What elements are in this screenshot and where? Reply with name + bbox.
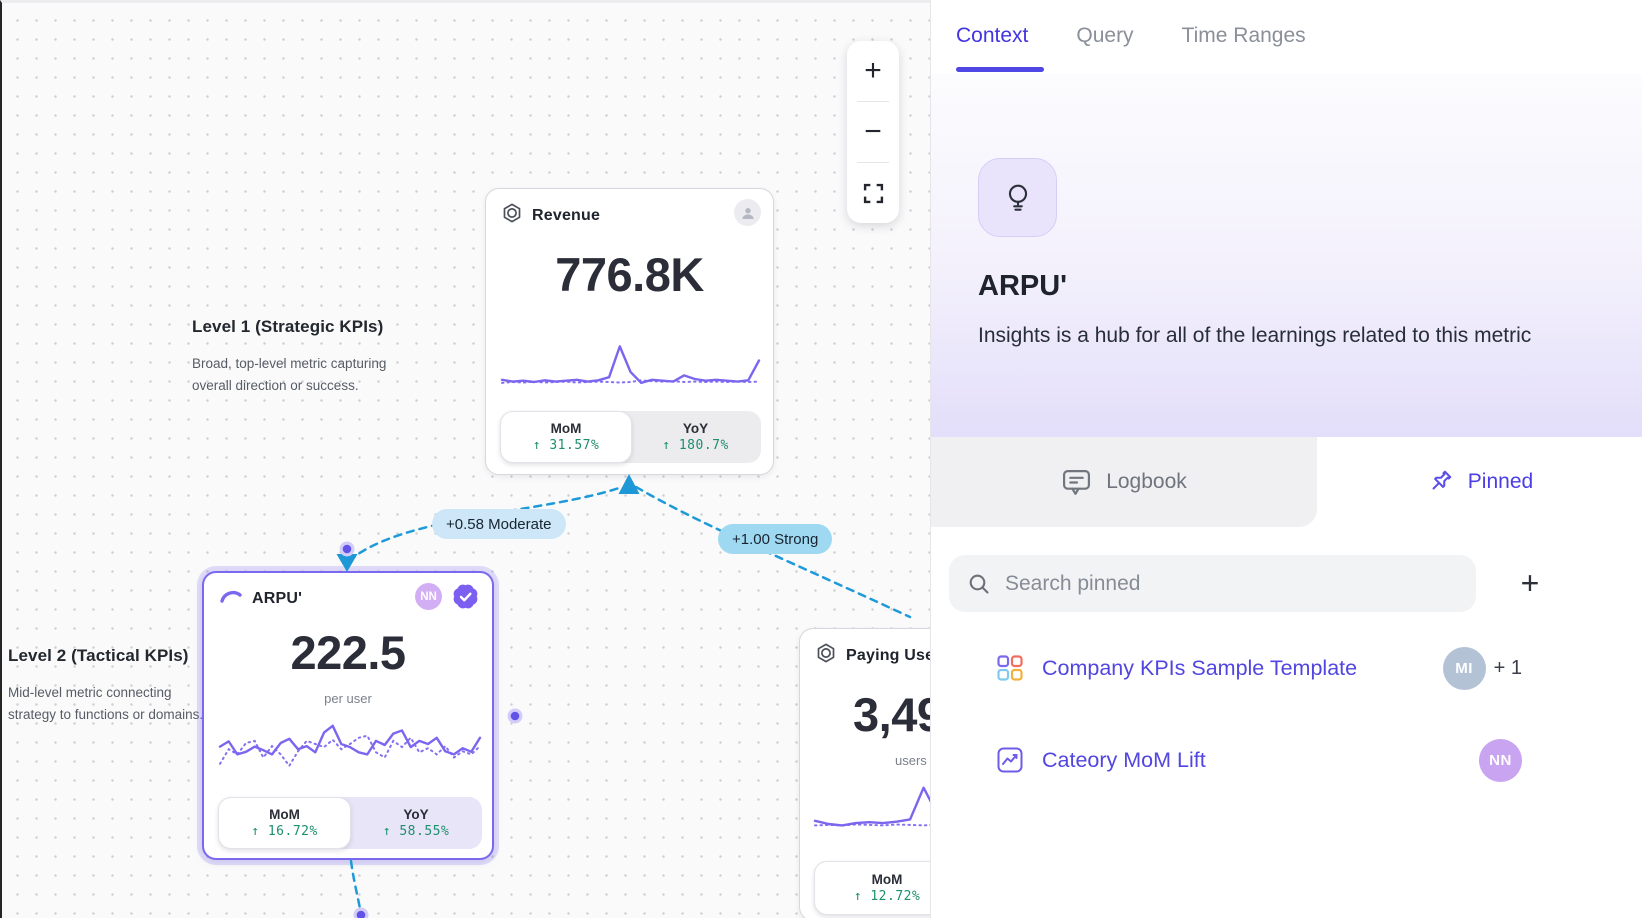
paying-users-sparkline: [813, 786, 930, 827]
paying-users-value: 3,49: [853, 688, 930, 741]
owner-avatar-icon[interactable]: [734, 199, 761, 226]
extra-collaborators-count: + 1: [1493, 656, 1522, 679]
tab-pinned[interactable]: Pinned: [1317, 437, 1642, 527]
divider: [857, 101, 889, 102]
zoom-in-button[interactable]: +: [864, 54, 882, 87]
revenue-yoy-pill[interactable]: YoY ↑ 180.7%: [630, 411, 761, 463]
paying-users-metric-toggle: MoM ↑ 12.72%: [814, 861, 930, 915]
tab-logbook[interactable]: Logbook: [931, 437, 1317, 527]
nn-avatar[interactable]: NN: [415, 583, 442, 610]
level2-description: Mid-level metric connecting strategy to …: [8, 685, 204, 722]
tab-context[interactable]: Context: [956, 24, 1045, 74]
logbook-comment-icon: [1063, 469, 1091, 495]
template-grid-icon: [996, 654, 1024, 682]
fit-view-button[interactable]: [847, 163, 899, 223]
mom-value: ↑ 31.57%: [532, 438, 600, 453]
level1-title: Level 1 (Strategic KPIs): [192, 317, 384, 336]
yoy-label: YoY: [682, 421, 709, 436]
search-pinned-input[interactable]: [1005, 571, 1458, 596]
arpu-yoy-pill[interactable]: YoY ↑ 58.55%: [350, 797, 482, 849]
level2-title: Level 2 (Tactical KPIs): [8, 646, 189, 665]
paying-users-mom-pill[interactable]: MoM ↑ 12.72%: [814, 861, 930, 915]
zoom-toolbar: + −: [847, 41, 899, 223]
hexagon-metric-icon: [501, 202, 523, 229]
arpu-mom-pill[interactable]: MoM ↑ 16.72%: [218, 797, 351, 849]
arpu-card-title: ARPU': [252, 589, 303, 607]
level1-description: Broad, top-level metric capturing overal…: [192, 356, 387, 393]
arc-metric-icon: [219, 586, 243, 611]
pinned-search-row: +: [931, 527, 1642, 612]
verified-seal-icon: [452, 583, 479, 610]
paying-users-card-title: Paying Users': [846, 646, 930, 664]
revenue-card[interactable]: Revenue 776.8K YoY ↑ 180.7% MoM ↑ 31.57%: [485, 188, 774, 475]
pinned-item-company-kpis[interactable]: Company KPIs Sample Template MI + 1: [931, 642, 1642, 694]
correlation-label-strong: +1.00 Strong: [718, 524, 833, 554]
mom-label: MoM: [269, 807, 300, 822]
nn-avatar[interactable]: NN: [1479, 738, 1522, 782]
pinned-item-label: Cateory MoM Lift: [1042, 747, 1206, 772]
logbook-label: Logbook: [1106, 470, 1187, 493]
pinned-item-label: Company KPIs Sample Template: [1042, 655, 1358, 680]
lightbulb-tile: [978, 158, 1057, 237]
add-pinned-button[interactable]: +: [1520, 565, 1540, 601]
correlation-label-moderate: +0.58 Moderate: [432, 509, 566, 539]
mom-label: MoM: [871, 872, 903, 887]
pushpin-icon: [1432, 470, 1452, 490]
revenue-card-title: Revenue: [532, 206, 601, 224]
mi-avatar[interactable]: MI: [1442, 646, 1486, 690]
lightbulb-icon: [1008, 184, 1027, 211]
revenue-sparkline: [500, 345, 761, 385]
metric-name-heading: ARPU': [978, 270, 1068, 302]
search-box[interactable]: [949, 555, 1476, 612]
zoom-out-button[interactable]: −: [864, 115, 882, 148]
metric-tree-canvas[interactable]: Level 1 (Strategic KPIs) Broad, top-leve…: [0, 0, 930, 918]
mom-label: MoM: [550, 421, 582, 436]
fullscreen-icon: [863, 183, 883, 203]
paying-users-card[interactable]: Paying Users' 3,49 users MoM ↑ 12.72%: [799, 628, 930, 918]
revenue-value: 776.8K: [555, 248, 704, 301]
metric-hero: ARPU' Insights is a hub for all of the l…: [931, 74, 1642, 437]
arrowhead-down-icon: [336, 554, 358, 572]
yoy-value: ↑ 180.7%: [662, 438, 729, 453]
divider: [857, 162, 889, 163]
arpu-sparkline: [218, 724, 482, 768]
pinned-list: Company KPIs Sample Template MI + 1 Cate…: [931, 612, 1642, 786]
arpu-metric-toggle: YoY ↑ 58.55% MoM ↑ 16.72%: [218, 797, 482, 849]
sidebar-subtabs: Logbook Pinned: [931, 437, 1642, 527]
revenue-mom-pill[interactable]: MoM ↑ 31.57%: [500, 411, 632, 463]
pinned-item-cateory-mom-lift[interactable]: Cateory MoM Lift NN: [931, 734, 1642, 786]
arpu-value: 222.5: [290, 626, 406, 679]
tab-time-ranges[interactable]: Time Ranges: [1181, 24, 1306, 47]
arrowhead-up-icon: [618, 474, 640, 494]
chart-line-icon: [996, 746, 1024, 774]
tab-query[interactable]: Query: [1076, 24, 1134, 47]
mom-value: ↑ 12.72%: [853, 889, 921, 904]
arpu-card[interactable]: ARPU' NN 222.5 per user YoY ↑ 58.55% MoM: [202, 571, 494, 860]
level2-annotation: Level 2 (Tactical KPIs) Mid-level metric…: [8, 646, 218, 726]
hexagon-metric-icon: [815, 642, 837, 669]
yoy-value: ↑ 58.55%: [382, 824, 450, 839]
sidebar-tabs: Context Query Time Ranges: [931, 0, 1642, 74]
metric-description: Insights is a hub for all of the learnin…: [978, 324, 1532, 347]
revenue-metric-toggle: YoY ↑ 180.7% MoM ↑ 31.57%: [500, 411, 761, 463]
paying-users-unit: users: [895, 753, 927, 768]
arpu-unit: per user: [324, 691, 372, 706]
pinned-label: Pinned: [1467, 470, 1534, 493]
edge-arpu-down: [349, 859, 362, 911]
level1-annotation: Level 1 (Strategic KPIs) Broad, top-leve…: [192, 317, 442, 397]
yoy-label: YoY: [403, 807, 429, 822]
search-icon: [969, 574, 989, 594]
context-sidebar: Context Query Time Ranges ARPU' Insights…: [930, 0, 1642, 918]
mom-value: ↑ 16.72%: [251, 824, 318, 839]
